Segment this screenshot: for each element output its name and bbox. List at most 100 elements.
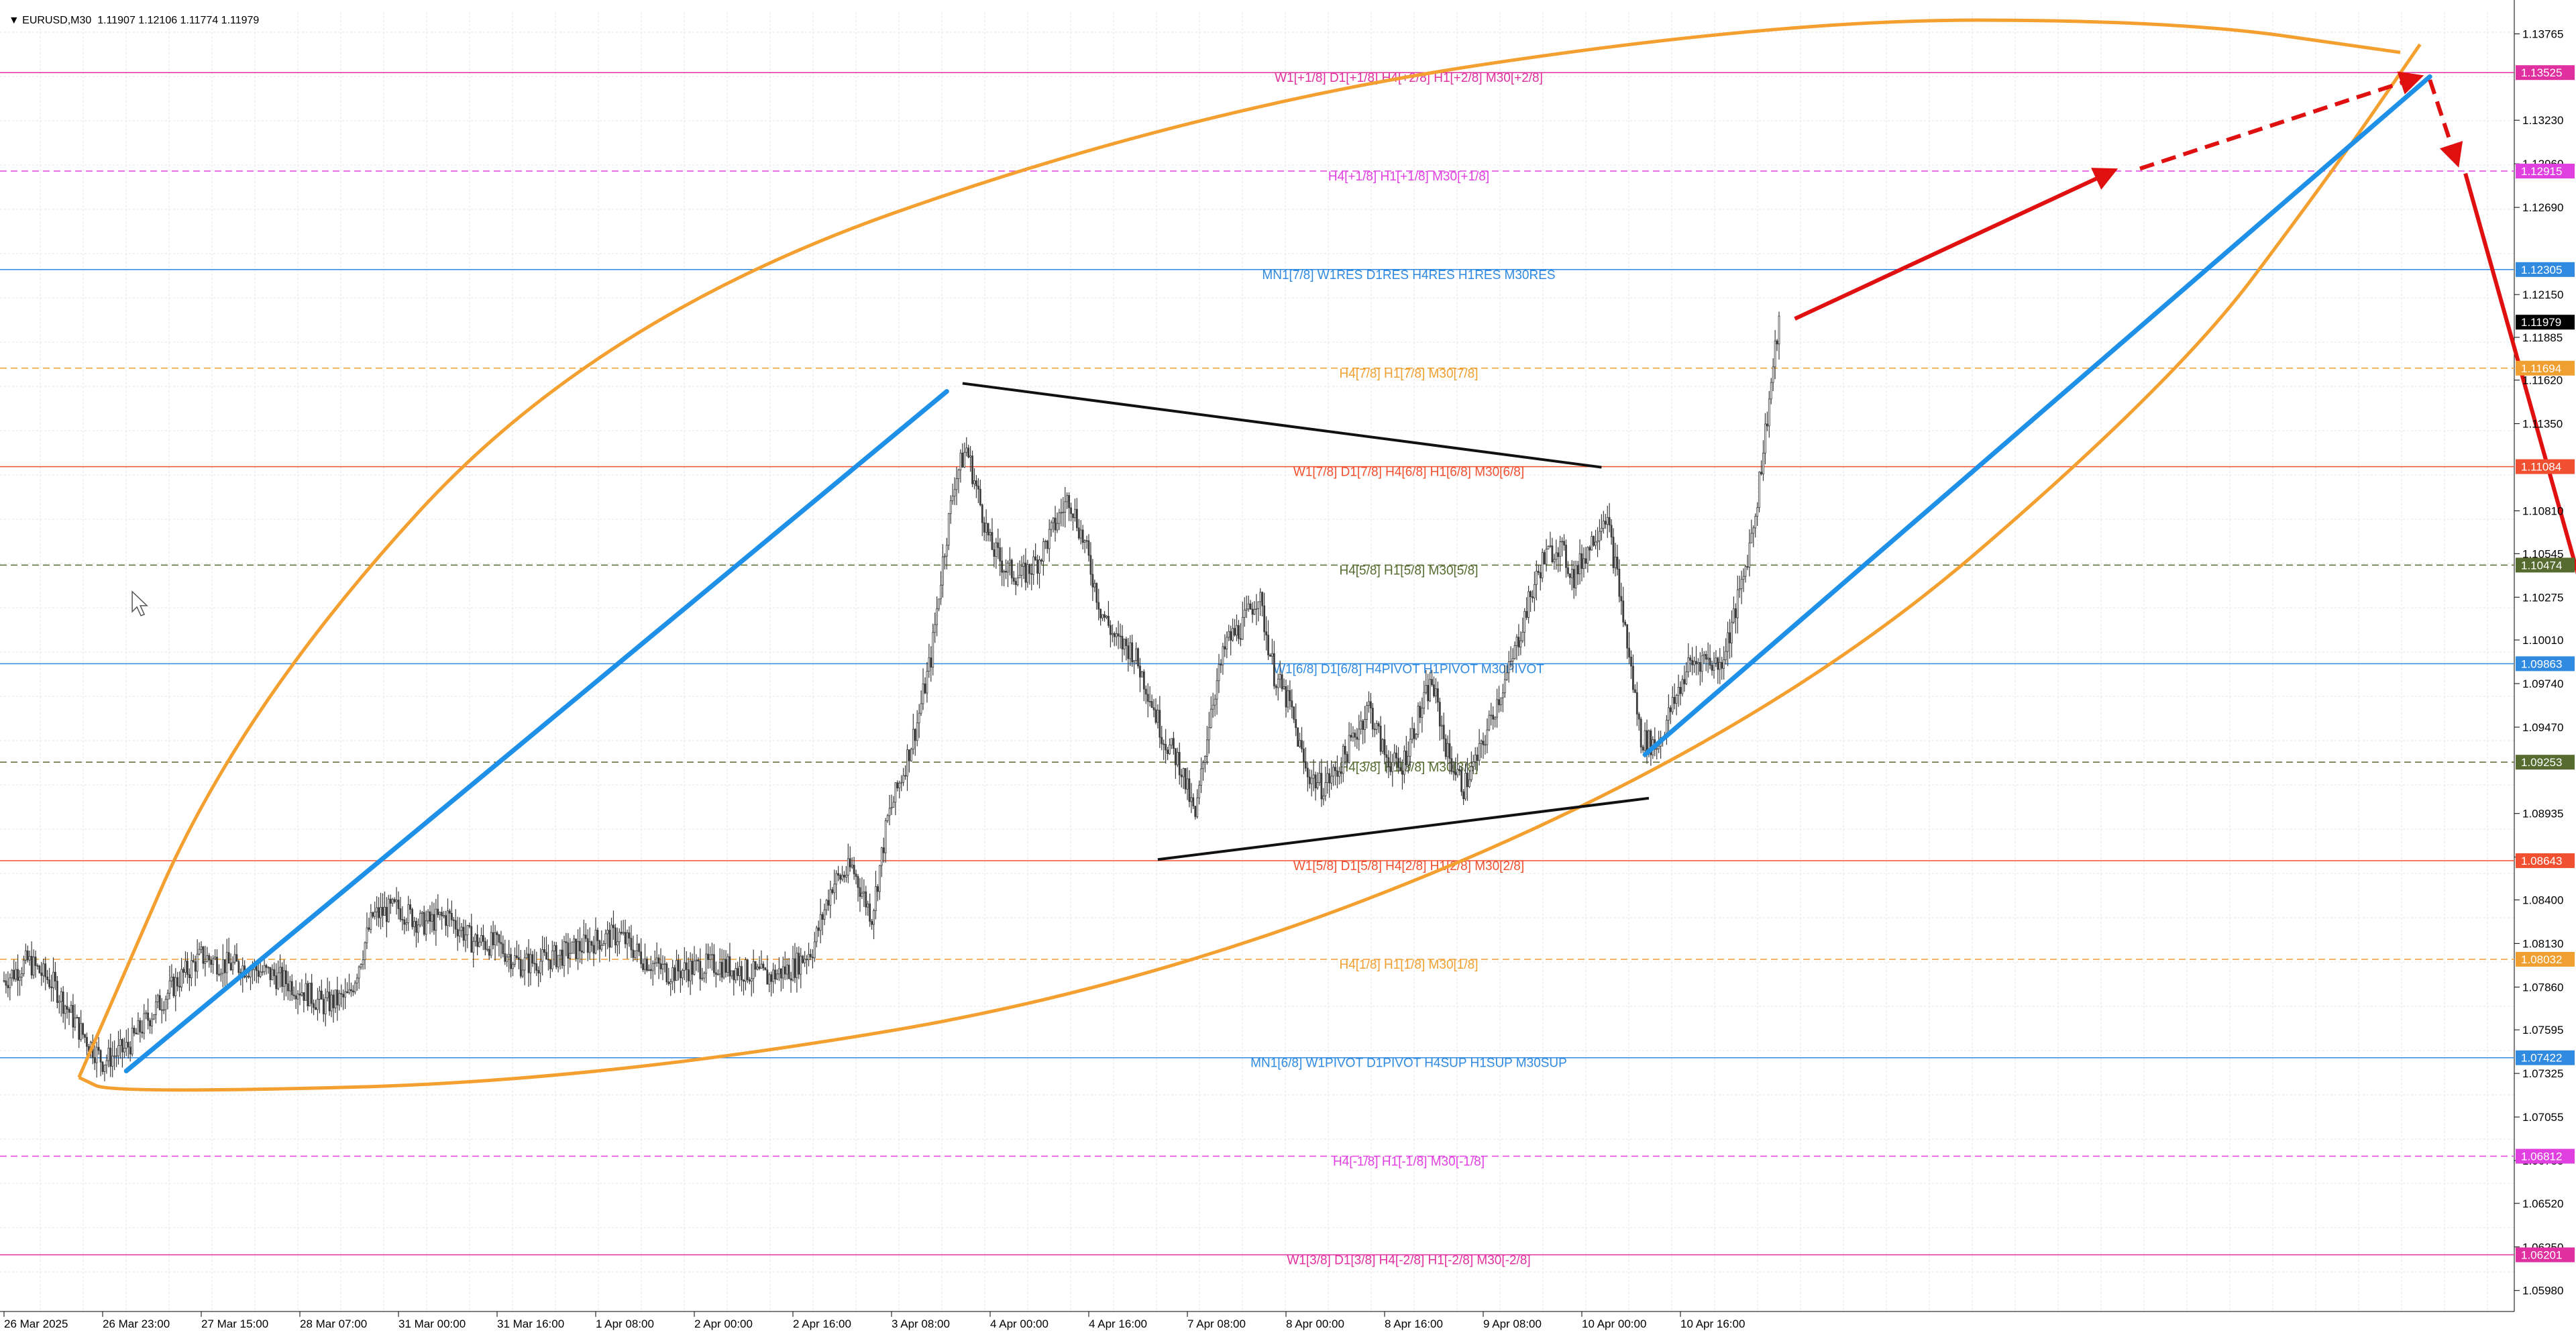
candle-body bbox=[202, 946, 205, 964]
candle-body bbox=[661, 964, 664, 969]
candle-body bbox=[1679, 687, 1682, 694]
candle-body bbox=[362, 959, 364, 965]
candle-body bbox=[1251, 608, 1254, 615]
candle-body bbox=[261, 971, 264, 973]
candle-body bbox=[581, 951, 583, 953]
candle-body bbox=[756, 966, 759, 970]
candle-body bbox=[547, 959, 549, 961]
candle-body bbox=[1368, 701, 1370, 706]
candle-body bbox=[689, 961, 692, 981]
price-tag bbox=[2516, 1247, 2575, 1263]
candle-body bbox=[612, 924, 614, 928]
candle-body bbox=[97, 1047, 100, 1051]
candle-body bbox=[1545, 549, 1548, 565]
candle-body bbox=[460, 926, 463, 931]
candle-body bbox=[1772, 366, 1774, 383]
candle-body bbox=[1366, 705, 1368, 720]
candle-body bbox=[273, 969, 276, 977]
candle-body bbox=[955, 478, 958, 490]
candle-body bbox=[1391, 761, 1394, 772]
candle-body bbox=[1330, 775, 1333, 784]
candle-body bbox=[888, 808, 891, 816]
candle-body bbox=[9, 977, 11, 988]
candle-body bbox=[145, 1012, 148, 1014]
candle-body bbox=[307, 983, 309, 1007]
candle-body bbox=[237, 961, 240, 973]
time-axis[interactable]: 26 Mar 2025 26 Mar 23:00 27 Mar 15:00 28 Ma… bbox=[3, 1311, 1745, 1330]
candle-body bbox=[1568, 573, 1571, 578]
candle-body bbox=[1236, 625, 1238, 636]
candle-body bbox=[1016, 578, 1019, 586]
candle-body bbox=[1137, 648, 1139, 667]
y-tick-label: 1.12690 bbox=[2522, 201, 2563, 214]
candle-body bbox=[567, 942, 570, 959]
y-tick-label: 1.12150 bbox=[2522, 288, 2563, 301]
candle-body bbox=[1131, 642, 1134, 663]
candle-body bbox=[780, 968, 782, 979]
candle-body bbox=[196, 953, 199, 972]
candle-body bbox=[735, 968, 737, 981]
candle-body bbox=[833, 883, 836, 894]
candle-body bbox=[1736, 589, 1739, 619]
candle-body bbox=[531, 954, 534, 964]
candle-body bbox=[1616, 556, 1619, 570]
candle-body bbox=[1553, 559, 1556, 562]
drawings bbox=[77, 18, 2576, 1092]
candle-body bbox=[1723, 659, 1725, 669]
candle-body bbox=[508, 954, 511, 957]
collapse-triangle-icon[interactable]: ▼ bbox=[8, 15, 23, 26]
candle-body bbox=[99, 1050, 102, 1063]
candle-body bbox=[1044, 541, 1046, 543]
candle-body bbox=[1697, 662, 1699, 665]
candle-body bbox=[1157, 710, 1159, 723]
x-tick-label: 31 Mar 00:00 bbox=[398, 1318, 466, 1330]
x-tick-label: 10 Apr 00:00 bbox=[1582, 1318, 1646, 1330]
candle-body bbox=[894, 782, 897, 803]
candle-body bbox=[1498, 699, 1500, 706]
candle-body bbox=[683, 962, 686, 971]
level-label: W1[3/8] D1[3/8] H4[-2/8] H1[-2/8] M30[-2… bbox=[1287, 1254, 1530, 1268]
candle-body bbox=[1111, 633, 1114, 635]
candle-body bbox=[334, 989, 337, 1008]
candle-body bbox=[1046, 541, 1049, 549]
candle-body bbox=[315, 1007, 317, 1010]
candle-body bbox=[908, 749, 910, 761]
candle-body bbox=[1768, 398, 1770, 427]
candle-body bbox=[1600, 528, 1603, 532]
price-axis[interactable]: 1.137651.132301.129601.126901.121501.118… bbox=[2514, 28, 2563, 1297]
candle-body bbox=[342, 994, 345, 998]
candle-body bbox=[1521, 632, 1524, 641]
x-tick-label: 26 Mar 2025 bbox=[4, 1318, 68, 1330]
candle-body bbox=[592, 945, 595, 954]
candle-body bbox=[647, 969, 650, 971]
candle-body bbox=[557, 955, 559, 967]
candle-body bbox=[663, 963, 666, 965]
candle-body bbox=[539, 961, 542, 973]
candle-body bbox=[632, 949, 635, 958]
candle-body bbox=[168, 980, 171, 994]
candle-body bbox=[745, 959, 747, 982]
candle-body bbox=[1140, 671, 1143, 678]
candle-body bbox=[180, 969, 183, 987]
candle-body bbox=[1620, 596, 1623, 602]
candle-body bbox=[1089, 555, 1092, 575]
candle-body bbox=[707, 953, 709, 960]
candle-body bbox=[1150, 701, 1153, 708]
candle-body bbox=[1038, 559, 1040, 574]
candle-body bbox=[119, 1039, 121, 1046]
candle-body bbox=[1259, 592, 1262, 602]
candle-body bbox=[248, 975, 250, 977]
candle-body bbox=[569, 953, 572, 959]
candle-body bbox=[884, 820, 887, 853]
candle-body bbox=[979, 488, 981, 505]
candle-body bbox=[762, 963, 765, 969]
candle-body bbox=[636, 943, 639, 951]
candle-body bbox=[190, 960, 193, 979]
candle-body bbox=[1482, 741, 1485, 745]
candle-body bbox=[1650, 731, 1652, 755]
candle-body bbox=[60, 992, 62, 1002]
candle-body bbox=[1599, 531, 1601, 541]
candle-body bbox=[1238, 625, 1240, 639]
candle-body bbox=[776, 973, 778, 980]
